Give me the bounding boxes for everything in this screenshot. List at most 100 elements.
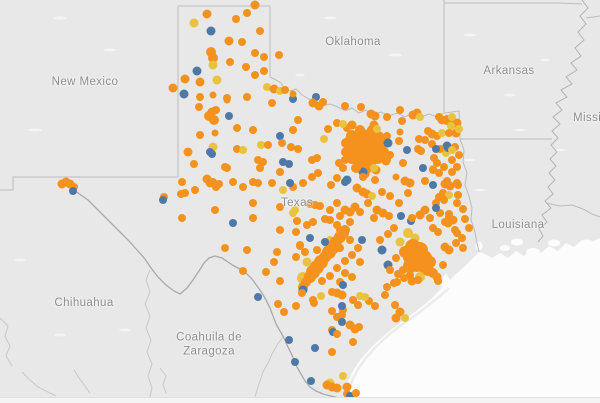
data-point-orange[interactable] <box>278 139 286 147</box>
data-point-orange[interactable] <box>355 323 363 331</box>
data-point-orange[interactable] <box>196 93 204 101</box>
data-point-orange[interactable] <box>256 27 264 35</box>
data-point-orange[interactable] <box>345 140 359 154</box>
data-point-blue[interactable] <box>206 148 214 156</box>
data-point-orange[interactable] <box>385 212 393 220</box>
data-point-orange[interactable] <box>371 176 379 184</box>
data-point-orange[interactable] <box>395 199 403 207</box>
data-point-orange[interactable] <box>292 302 300 310</box>
data-point-orange[interactable] <box>445 181 455 191</box>
data-point-orange[interactable] <box>364 199 372 207</box>
data-point-orange[interactable] <box>333 174 341 182</box>
data-point-orange[interactable] <box>327 181 335 189</box>
data-point-yellow[interactable] <box>239 146 247 154</box>
data-point-orange[interactable] <box>180 74 190 84</box>
data-point-orange[interactable] <box>448 156 456 164</box>
data-point-orange[interactable] <box>358 130 372 144</box>
data-point-orange[interactable] <box>359 173 367 181</box>
data-point-orange[interactable] <box>420 205 430 215</box>
data-point-yellow[interactable] <box>395 237 405 247</box>
data-point-orange[interactable] <box>328 348 336 356</box>
data-point-orange[interactable] <box>275 51 283 59</box>
data-point-orange[interactable] <box>333 221 341 229</box>
data-point-yellow[interactable] <box>445 191 453 199</box>
data-point-orange[interactable] <box>444 245 454 255</box>
data-point-orange[interactable] <box>281 86 289 94</box>
data-point-blue[interactable] <box>432 145 440 153</box>
data-point-yellow[interactable] <box>370 164 378 172</box>
data-point-orange[interactable] <box>242 63 250 71</box>
data-point-orange[interactable] <box>383 132 391 140</box>
data-point-orange[interactable] <box>441 218 449 226</box>
data-point-orange[interactable] <box>296 242 304 250</box>
data-point-orange[interactable] <box>346 130 358 142</box>
data-point-orange[interactable] <box>299 179 307 187</box>
data-point-yellow[interactable] <box>257 141 265 149</box>
data-point-orange[interactable] <box>268 179 276 187</box>
data-point-orange[interactable] <box>391 301 399 309</box>
data-point-orange[interactable] <box>215 180 223 188</box>
data-point-orange[interactable] <box>452 239 460 247</box>
data-point-orange[interactable] <box>168 83 178 93</box>
data-point-yellow[interactable] <box>448 113 456 121</box>
data-point-orange[interactable] <box>276 226 284 234</box>
data-point-yellow[interactable] <box>401 314 409 322</box>
data-point-orange[interactable] <box>287 143 295 151</box>
data-point-orange[interactable] <box>399 159 407 167</box>
data-point-blue[interactable] <box>358 236 366 244</box>
data-point-orange[interactable] <box>454 181 462 189</box>
data-point-yellow[interactable] <box>373 125 381 133</box>
data-point-orange[interactable] <box>405 178 415 188</box>
data-point-orange[interactable] <box>316 202 324 210</box>
data-point-orange[interactable] <box>381 291 389 299</box>
data-point-orange[interactable] <box>223 96 231 104</box>
data-point-orange[interactable] <box>221 163 229 171</box>
data-point-orange[interactable] <box>233 124 241 132</box>
data-point-orange[interactable] <box>455 151 463 159</box>
data-point-blue[interactable] <box>403 146 411 154</box>
data-point-orange[interactable] <box>341 156 349 164</box>
data-point-orange[interactable] <box>211 206 219 214</box>
data-point-orange[interactable] <box>346 218 354 226</box>
data-point-orange[interactable] <box>333 330 341 338</box>
data-point-orange[interactable] <box>426 214 434 222</box>
data-point-blue[interactable] <box>311 344 319 352</box>
data-point-yellow[interactable] <box>212 75 222 85</box>
data-point-orange[interactable] <box>314 169 322 177</box>
data-point-orange[interactable] <box>276 203 284 211</box>
data-point-blue[interactable] <box>321 238 329 246</box>
data-point-orange[interactable] <box>435 169 443 177</box>
data-point-orange[interactable] <box>260 67 268 75</box>
data-point-orange[interactable] <box>328 307 336 315</box>
data-point-yellow[interactable] <box>263 83 271 91</box>
data-point-orange[interactable] <box>251 71 259 79</box>
data-point-orange[interactable] <box>238 38 246 46</box>
data-point-orange[interactable] <box>417 147 425 155</box>
data-point-yellow[interactable] <box>356 292 364 300</box>
data-point-orange[interactable] <box>309 296 317 304</box>
data-point-orange[interactable] <box>371 302 379 310</box>
data-point-orange[interactable] <box>348 251 356 259</box>
data-point-orange[interactable] <box>209 91 217 99</box>
data-point-orange[interactable] <box>294 116 302 124</box>
data-point-orange[interactable] <box>318 277 326 285</box>
data-point-blue[interactable] <box>285 160 293 168</box>
data-point-yellow[interactable] <box>416 113 424 121</box>
data-point-orange[interactable] <box>195 103 203 111</box>
data-point-orange[interactable] <box>333 119 341 127</box>
data-point-orange[interactable] <box>390 224 398 232</box>
data-point-orange[interactable] <box>178 178 186 186</box>
data-point-blue[interactable] <box>179 89 189 99</box>
data-point-orange[interactable] <box>440 196 448 204</box>
data-point-orange[interactable] <box>395 137 403 145</box>
data-point-orange[interactable] <box>273 248 281 256</box>
data-point-orange[interactable] <box>183 147 193 157</box>
data-point-orange[interactable] <box>243 93 251 101</box>
data-point-orange[interactable] <box>208 53 218 63</box>
data-point-orange[interactable] <box>313 246 321 254</box>
data-point-blue[interactable] <box>429 181 437 189</box>
data-point-yellow[interactable] <box>208 60 218 70</box>
data-point-blue[interactable] <box>286 179 294 187</box>
data-point-orange[interactable] <box>229 178 237 186</box>
data-point-orange[interactable] <box>354 301 362 309</box>
